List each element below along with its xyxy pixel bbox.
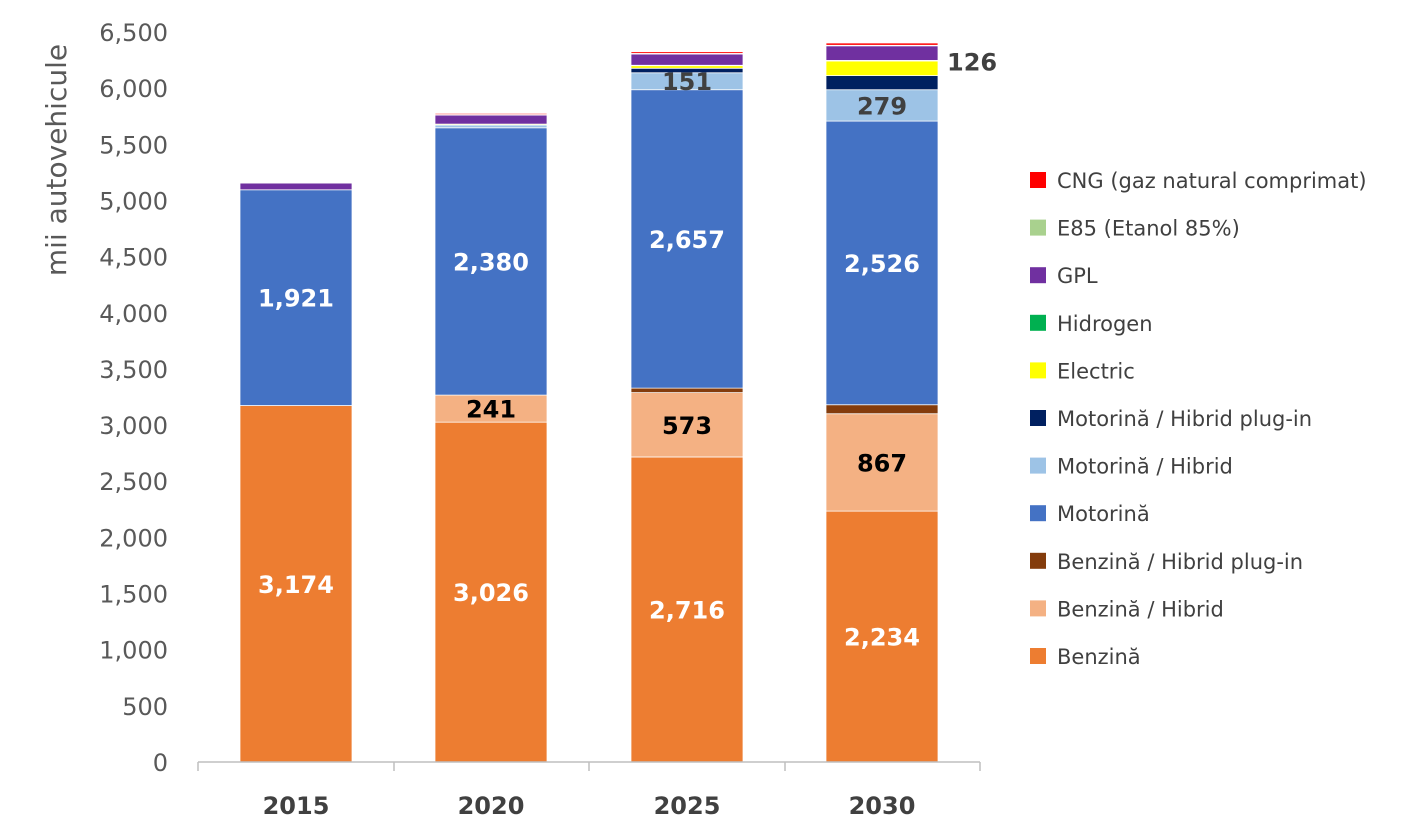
legend-swatch xyxy=(1030,267,1046,284)
legend-swatch xyxy=(1030,457,1046,474)
legend-label: Electric xyxy=(1057,359,1135,383)
legend-swatch xyxy=(1030,314,1046,331)
bar-segment xyxy=(434,394,548,423)
bar-segment xyxy=(825,120,939,406)
legend-swatch xyxy=(1030,410,1046,426)
legend-label: Motorină / Hibrid plug-in xyxy=(1057,407,1312,431)
bar-segment xyxy=(434,421,548,763)
y-tick-label: 3,500 xyxy=(99,356,168,384)
y-tick-label: 5,000 xyxy=(99,187,168,215)
bar-segment xyxy=(825,404,939,415)
bar-segment xyxy=(434,113,548,115)
bar-segment xyxy=(239,189,353,406)
legend: CNG (gaz natural comprimat) E85 (Etanol 8… xyxy=(1030,169,1367,669)
bars xyxy=(239,42,939,763)
data-label: 3,026 xyxy=(453,579,529,607)
data-label: 241 xyxy=(466,396,516,424)
bar-segment xyxy=(434,124,548,129)
data-labels: 3,174 1,921 3,026 241 2,380 2,716 573 2,657 151 2… xyxy=(258,49,997,652)
y-tick-label: 1,500 xyxy=(99,581,168,609)
data-label: 1,921 xyxy=(258,285,334,313)
legend-label: GPL xyxy=(1057,264,1098,288)
y-tick-label: 4,000 xyxy=(99,300,168,328)
y-tick-label: 2,000 xyxy=(99,524,168,552)
bar-segment xyxy=(825,42,939,46)
legend-swatch xyxy=(1030,648,1046,664)
bar-segment xyxy=(434,114,548,125)
legend-label: Benzină xyxy=(1057,645,1141,669)
bar-segment xyxy=(825,45,939,61)
y-tick-label: 3,000 xyxy=(99,412,168,440)
legend-label: E85 (Etanol 85%) xyxy=(1057,217,1240,241)
data-label: 2,234 xyxy=(844,624,920,652)
y-tick-label: 2,500 xyxy=(99,468,168,496)
y-axis: 0 500 1,000 1,500 2,000 2,500 3,000 3,500 4,000 4… xyxy=(99,19,168,777)
bar-segment xyxy=(630,53,744,66)
bar-segment xyxy=(630,392,744,458)
data-label: 2,657 xyxy=(649,226,725,254)
data-label: 151 xyxy=(662,68,712,96)
bar-segment xyxy=(630,387,744,393)
bar-segment xyxy=(630,51,744,54)
x-tick-label: 2020 xyxy=(458,792,525,820)
legend-swatch xyxy=(1030,219,1046,236)
x-tick-label: 2025 xyxy=(654,792,721,820)
y-tick-label: 0 xyxy=(153,749,168,777)
data-label: 3,174 xyxy=(258,571,334,599)
legend-swatch xyxy=(1030,600,1046,617)
y-tick-label: 4,500 xyxy=(99,244,168,272)
data-label: 279 xyxy=(857,92,907,120)
legend-label: Benzină / Hibrid xyxy=(1057,597,1224,621)
bar-segment xyxy=(239,182,353,191)
data-label: 126 xyxy=(947,49,997,77)
legend-swatch xyxy=(1030,172,1046,188)
x-axis: 2015 2020 2025 2030 xyxy=(197,761,981,820)
data-label: 2,380 xyxy=(453,248,529,276)
bar-segment xyxy=(239,181,353,184)
legend-label: Motorină / Hibrid xyxy=(1057,455,1233,479)
y-tick-label: 6,000 xyxy=(99,75,168,103)
bar-segment xyxy=(630,89,744,389)
legend-swatch xyxy=(1030,362,1046,379)
legend-label: CNG (gaz natural comprimat) xyxy=(1057,169,1367,193)
bar-segment xyxy=(825,510,939,763)
legend-label: Motorină xyxy=(1057,502,1150,526)
data-label: 2,526 xyxy=(844,250,920,278)
y-tick-label: 6,500 xyxy=(99,19,168,47)
legend-swatch xyxy=(1030,505,1046,522)
x-tick-label: 2030 xyxy=(849,792,916,820)
legend-label: Hidrogen xyxy=(1057,312,1153,336)
data-label: 2,716 xyxy=(649,596,725,624)
legend-label: Benzină / Hibrid plug-in xyxy=(1057,550,1303,574)
x-tick-label: 2015 xyxy=(263,792,330,820)
bar-segment xyxy=(825,75,939,91)
y-tick-label: 1,000 xyxy=(99,637,168,665)
data-label: 867 xyxy=(857,449,907,477)
bar-segment xyxy=(239,405,353,763)
y-axis-title: mii autovehicule xyxy=(40,44,73,276)
data-label: 573 xyxy=(662,412,712,440)
bar-segment xyxy=(825,89,939,122)
y-tick-label: 500 xyxy=(122,693,168,721)
bar-segment xyxy=(825,413,939,512)
legend-swatch xyxy=(1030,552,1046,569)
y-tick-label: 5,500 xyxy=(99,131,168,159)
bar-segment xyxy=(825,60,939,76)
